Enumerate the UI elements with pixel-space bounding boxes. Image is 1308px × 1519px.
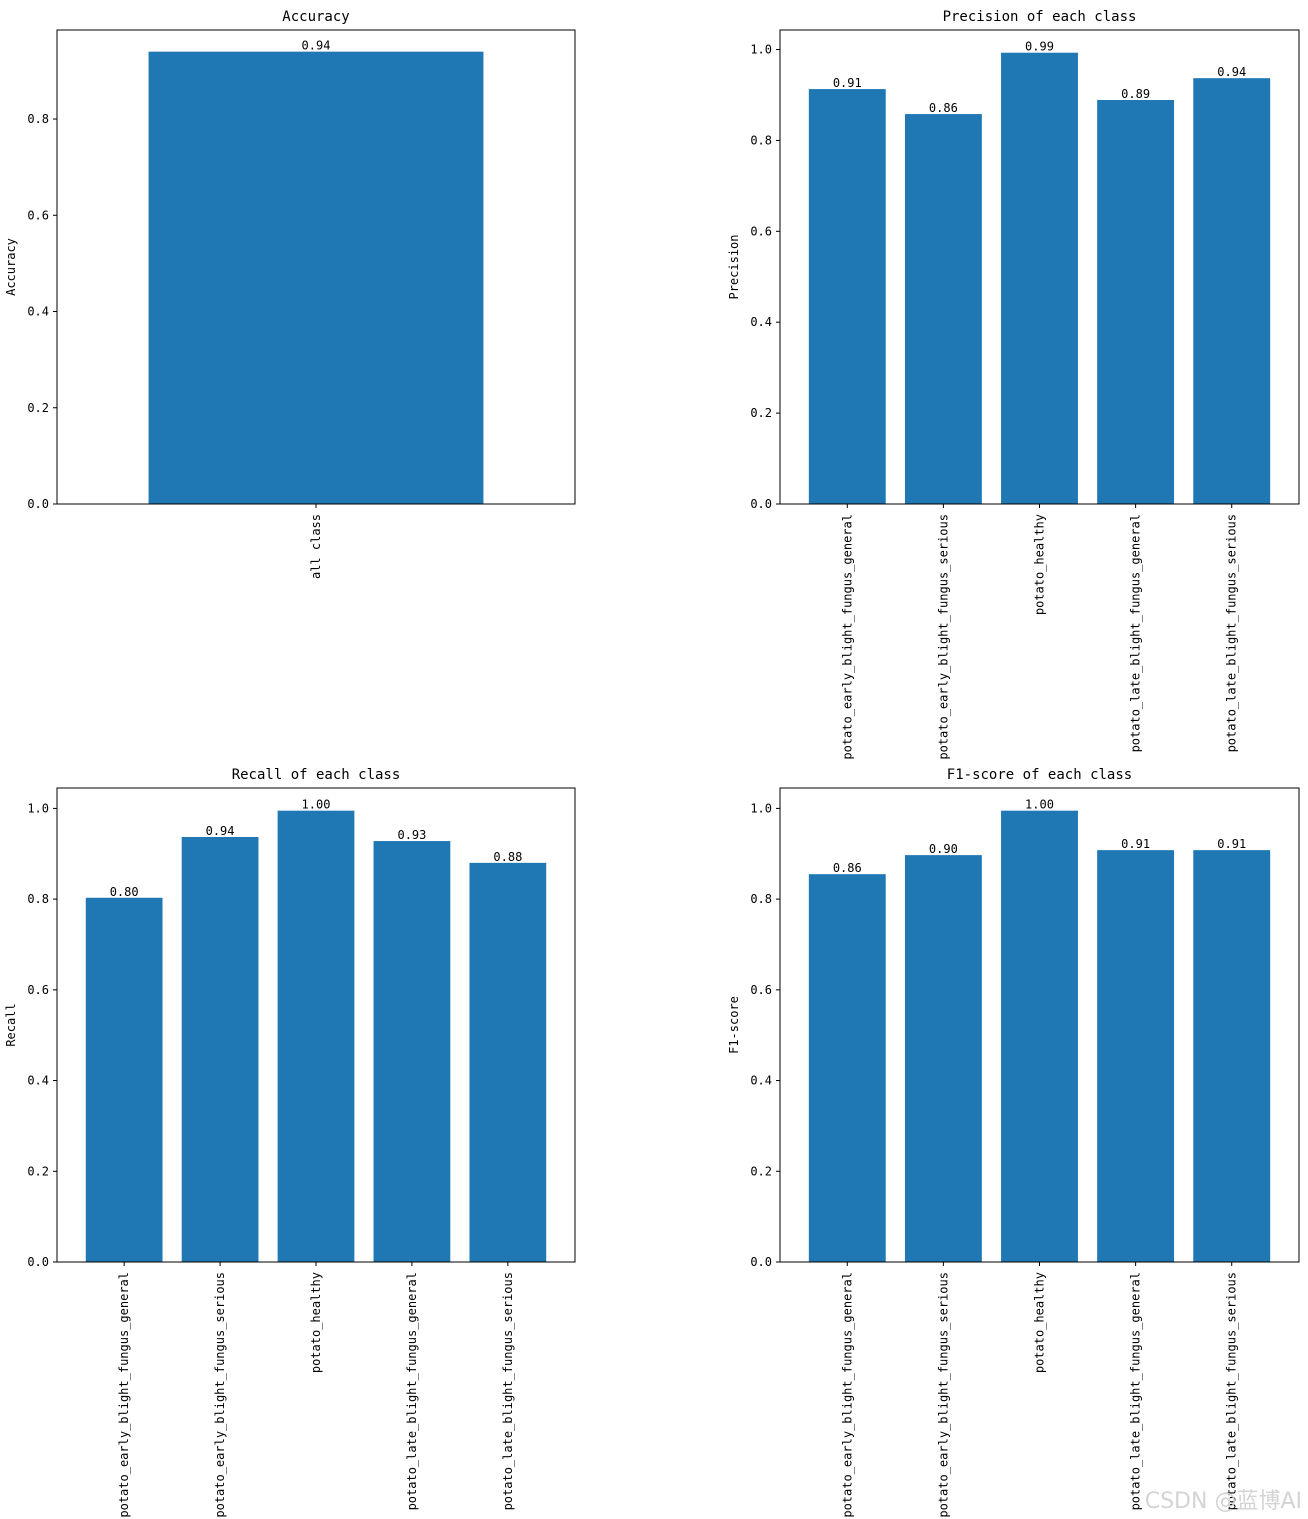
- x-tick-label: potato_late_blight_fungus_serious: [501, 1272, 515, 1510]
- y-tick-label: 0.6: [750, 983, 772, 997]
- bar: [181, 836, 259, 1262]
- bar: [1097, 850, 1175, 1262]
- bar: [469, 862, 547, 1262]
- y-tick-label: 0.0: [27, 497, 49, 511]
- bar: [1001, 52, 1078, 505]
- y-tick-label: 0.8: [750, 892, 772, 906]
- x-tick-label: potato_early_blight_fungus_serious: [936, 514, 950, 760]
- y-tick-label: 0.8: [27, 892, 49, 906]
- bar: [277, 810, 355, 1262]
- y-axis-title: Precision: [727, 234, 741, 299]
- bar-value-label: 0.86: [833, 861, 862, 875]
- chart-recall: 0.80 potato_early_blight_fungus_general 0.…: [4, 767, 576, 1518]
- watermark: CSDN @蓝博AI: [1144, 1489, 1302, 1514]
- chart-f1-score: 0.86 potato_early_blight_fungus_general 0.…: [727, 767, 1300, 1518]
- y-tick-label: 0.4: [27, 1074, 49, 1088]
- bar: [808, 874, 886, 1262]
- axes-frame: [56, 787, 576, 1263]
- chart-title: F1-score of each class: [947, 767, 1132, 783]
- bar-value-label: 1.00: [302, 798, 331, 812]
- chart-precision: 0.91 potato_early_blight_fungus_general 0.…: [727, 9, 1300, 760]
- bar-value-label: 0.94: [302, 39, 331, 53]
- x-tick-label: potato_late_blight_fungus_general: [1129, 1272, 1143, 1510]
- x-tick-label: potato_healthy: [1033, 514, 1047, 615]
- bar-value-label: 0.88: [493, 850, 522, 864]
- y-tick-label: 0.0: [750, 497, 772, 511]
- y-tick-label: 1.0: [750, 801, 772, 815]
- y-tick-label: 1.0: [27, 801, 49, 815]
- y-tick-label: 0.2: [27, 1164, 49, 1178]
- y-tick-label: 0.2: [27, 401, 49, 415]
- bar-value-label: 0.94: [206, 824, 235, 838]
- x-tick-label: potato_healthy: [1033, 1272, 1047, 1373]
- y-axis-title: F1-score: [727, 996, 741, 1054]
- bar: [1193, 850, 1271, 1262]
- y-tick-label: 0.8: [27, 112, 49, 126]
- y-tick-label: 0.6: [27, 983, 49, 997]
- y-tick-label: 1.0: [750, 43, 772, 57]
- chart-title: Precision of each class: [943, 9, 1137, 25]
- bar: [1097, 99, 1175, 505]
- y-tick-label: 0.4: [750, 1074, 772, 1088]
- y-tick-label: 0.2: [750, 406, 772, 420]
- y-tick-label: 0.0: [27, 1255, 49, 1269]
- bar: [808, 89, 886, 504]
- x-tick-label: potato_late_blight_fungus_serious: [1225, 1272, 1239, 1510]
- x-tick-label: potato_healthy: [309, 1272, 323, 1373]
- bar-value-label: 0.91: [833, 76, 862, 90]
- bar-value-label: 0.89: [1121, 87, 1150, 101]
- chart-title: Accuracy: [282, 9, 349, 25]
- y-axis-title: Recall: [4, 1003, 18, 1046]
- bar: [1001, 810, 1078, 1262]
- bar: [85, 897, 163, 1262]
- bar: [904, 114, 982, 505]
- bar: [373, 841, 451, 1262]
- x-tick-label: potato_early_blight_fungus_general: [117, 1272, 131, 1518]
- x-tick-label: potato_early_blight_fungus_general: [840, 1272, 854, 1518]
- bar: [148, 51, 484, 505]
- axes-frame: [779, 29, 1300, 505]
- y-tick-label: 0.6: [750, 224, 772, 238]
- y-tick-label: 0.8: [750, 133, 772, 147]
- chart-accuracy: 0.94 all class 0.0 0.2 0.4 0.6 0.8 Accuracy Accu…: [4, 9, 576, 579]
- x-tick-label: potato_early_blight_fungus_serious: [936, 1272, 950, 1518]
- bar-value-label: 0.91: [1121, 837, 1150, 851]
- bar-value-label: 0.86: [929, 101, 958, 115]
- x-tick-label: all class: [309, 514, 323, 579]
- x-tick-label: potato_early_blight_fungus_general: [840, 514, 854, 760]
- bar-value-label: 0.90: [929, 842, 958, 856]
- bar: [904, 855, 982, 1262]
- bar-value-label: 0.93: [397, 828, 426, 842]
- axes-frame: [56, 29, 576, 505]
- y-tick-label: 0.6: [27, 208, 49, 222]
- bar-value-label: 0.80: [110, 885, 139, 899]
- chart-title: Recall of each class: [232, 767, 401, 783]
- bar-value-label: 0.99: [1025, 40, 1054, 54]
- x-tick-label: potato_late_blight_fungus_serious: [1225, 514, 1239, 752]
- bar-value-label: 0.94: [1217, 65, 1246, 79]
- bar-value-label: 0.91: [1217, 837, 1246, 851]
- y-tick-label: 0.0: [750, 1255, 772, 1269]
- axes-frame: [779, 787, 1300, 1263]
- y-tick-label: 0.4: [750, 315, 772, 329]
- bar-value-label: 1.00: [1025, 798, 1054, 812]
- x-tick-label: potato_late_blight_fungus_general: [1129, 514, 1143, 752]
- bar: [1193, 78, 1271, 504]
- x-tick-label: potato_late_blight_fungus_general: [405, 1272, 419, 1510]
- y-tick-label: 0.4: [27, 305, 49, 319]
- y-tick-label: 0.2: [750, 1164, 772, 1178]
- y-axis-title: Accuracy: [4, 238, 18, 296]
- x-tick-label: potato_early_blight_fungus_serious: [213, 1272, 227, 1518]
